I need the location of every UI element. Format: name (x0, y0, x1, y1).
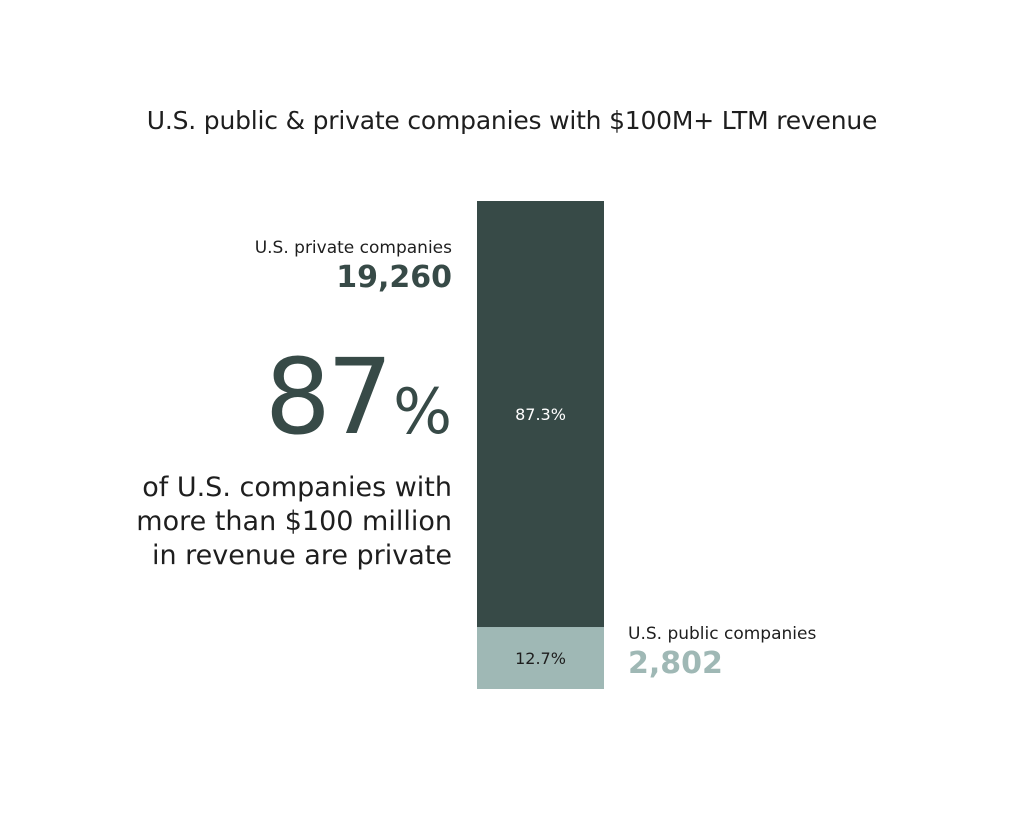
headline-line-3: in revenue are private (151, 540, 452, 571)
private-companies-legend: U.S. private companies 19,260 (255, 238, 452, 295)
chart-title: U.S. public & private companies with $10… (146, 106, 878, 135)
stacked-bar: 12.7% 87.3% (477, 201, 604, 689)
bar-segment-label-private: 87.3% (515, 405, 566, 424)
public-companies-legend: U.S. public companies 2,802 (628, 624, 816, 681)
private-companies-label: U.S. private companies (254, 238, 452, 258)
headline-percentage: 87% (92, 338, 452, 471)
headline-percent-sign: % (393, 375, 452, 448)
public-companies-count: 2,802 (628, 646, 723, 681)
headline-line-2: more than $100 million (136, 506, 452, 537)
private-companies-count: 19,260 (336, 260, 452, 295)
public-companies-label: U.S. public companies (628, 624, 817, 644)
headline-number: 87 (264, 336, 393, 458)
bar-segment-label-public: 12.7% (515, 649, 566, 668)
bar-segment-private (477, 201, 604, 628)
headline-description: of U.S. companies with more than $100 mi… (92, 471, 452, 573)
bar-segment-public (477, 627, 604, 689)
headline-line-1: of U.S. companies with (142, 472, 452, 503)
headline-callout: 87% of U.S. companies with more than $10… (92, 338, 452, 573)
